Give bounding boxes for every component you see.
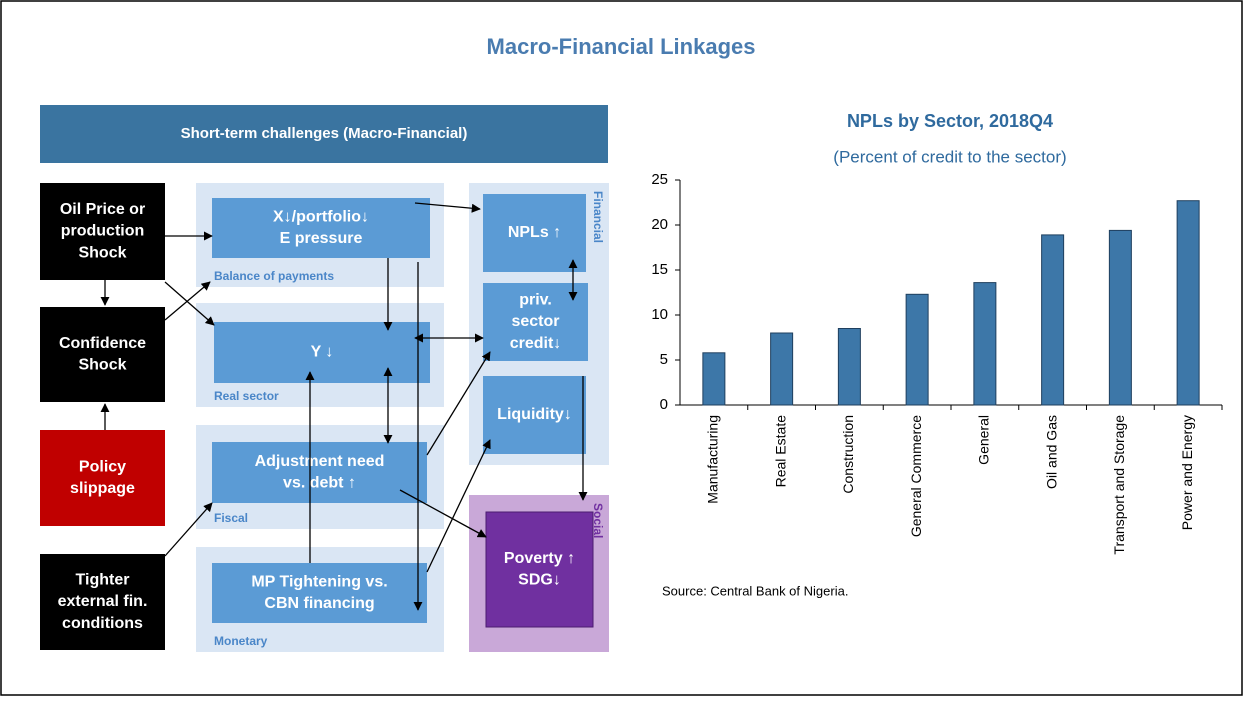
- shock-box: [40, 430, 165, 526]
- arrow: [426, 351, 491, 456]
- node-label: slippage: [70, 480, 135, 497]
- node-label: external fin.: [58, 593, 148, 610]
- node-box: [483, 194, 586, 272]
- node-label: Tighter: [76, 572, 130, 589]
- group-label: Balance of payments: [214, 269, 334, 283]
- bar: [770, 332, 794, 406]
- x-tick-label: Oil and Gas: [1043, 415, 1059, 489]
- node-label: Adjustment need: [255, 453, 385, 470]
- node-label: SDG↓: [518, 572, 561, 589]
- arrow: [164, 502, 213, 557]
- node-label: vs. debt ↑: [283, 475, 356, 492]
- y-tick-label: 20: [651, 216, 668, 233]
- group-label: Fiscal: [214, 511, 248, 525]
- arrow: [164, 281, 215, 326]
- shock-box: [40, 307, 165, 402]
- shock-box: [40, 554, 165, 650]
- node-label: Oil Price or: [60, 201, 145, 218]
- bar: [905, 293, 929, 406]
- node-label: E pressure: [280, 230, 363, 247]
- y-tick-label: 0: [660, 396, 668, 413]
- group-label: Real sector: [214, 389, 279, 403]
- arrow: [414, 202, 481, 213]
- node-label: Shock: [78, 244, 126, 261]
- node-label: MP Tightening vs.: [251, 573, 387, 590]
- bar: [973, 282, 997, 406]
- shock-box: [40, 183, 165, 280]
- node-label: Liquidity↓: [497, 406, 572, 423]
- node-label: priv.: [519, 292, 552, 309]
- group-label: Financial: [591, 191, 605, 243]
- y-tick-label: 5: [660, 351, 668, 368]
- header-text: Short-term challenges (Macro-Financial): [181, 125, 468, 142]
- bar: [1108, 229, 1132, 406]
- bar: [1041, 234, 1065, 406]
- x-tick-label: Transport and Storage: [1111, 415, 1127, 555]
- node-label: X↓/portfolio↓: [273, 208, 369, 225]
- node-label: Y ↓: [311, 344, 334, 361]
- node-label: CBN financing: [264, 595, 374, 612]
- node-label: Poverty ↑: [504, 550, 575, 567]
- x-tick-label: Construction: [840, 415, 856, 494]
- node-label: Confidence: [59, 335, 146, 352]
- bar: [837, 328, 861, 406]
- source-note: Source: Central Bank of Nigeria.: [662, 583, 848, 598]
- arrow: [164, 281, 211, 321]
- node-box: [212, 442, 427, 503]
- arrow: [426, 439, 491, 573]
- node-box: [212, 198, 430, 258]
- node-box: [483, 376, 586, 454]
- arrow: [399, 489, 487, 538]
- node-label: NPLs ↑: [508, 224, 561, 241]
- bar: [1176, 200, 1200, 406]
- node-label: conditions: [62, 615, 143, 632]
- y-tick-label: 25: [651, 171, 668, 188]
- diagram: Balance of payments Real sector Fiscal Mone…: [40, 183, 609, 652]
- chart-subtitle: (Percent of credit to the sector): [833, 147, 1066, 166]
- node-label: Policy: [79, 458, 126, 475]
- group-label: Social: [591, 503, 605, 538]
- group-label: Monetary: [214, 634, 268, 648]
- header-bar: [40, 105, 608, 163]
- x-tick-label: Manufacturing: [705, 415, 721, 504]
- node-label: credit↓: [510, 335, 562, 352]
- x-tick-label: General: [976, 415, 992, 465]
- node-label: sector: [511, 313, 559, 330]
- node-box: [212, 563, 427, 623]
- page-title: Macro-Financial Linkages: [487, 34, 756, 59]
- node-label: Shock: [78, 357, 126, 374]
- y-tick-label: 15: [651, 261, 668, 278]
- x-tick-label: Power and Energy: [1179, 415, 1195, 530]
- node-label: production: [61, 223, 145, 240]
- chart: NPLs by Sector, 2018Q4 (Percent of credit…: [651, 111, 1223, 598]
- bar: [702, 352, 726, 406]
- node-box: [214, 322, 430, 383]
- chart-title: NPLs by Sector, 2018Q4: [847, 111, 1053, 131]
- x-tick-label: Real Estate: [772, 415, 788, 488]
- node-box: [485, 511, 594, 628]
- x-tick-label: General Commerce: [908, 415, 924, 537]
- y-tick-label: 10: [651, 306, 668, 323]
